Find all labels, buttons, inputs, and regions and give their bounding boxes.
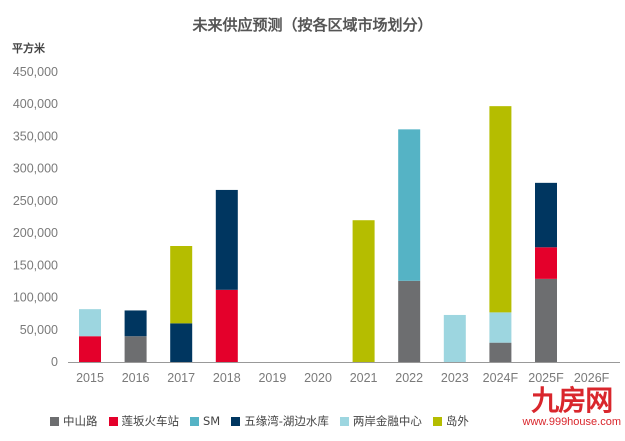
x-tick-label: 2020 [304,371,332,385]
legend-item: 五缘湾-湖边水库 [231,413,329,429]
x-tick-label: 2025F [528,371,564,385]
legend: 中山路 莲坂火车站 SM 五缘湾-湖边水库 两岸金融中心 岛外 [50,413,469,429]
y-tick-label: 0 [51,355,58,369]
x-tick-label: 2017 [167,371,195,385]
legend-label: 中山路 [63,414,98,428]
bar-segment [489,312,512,343]
bar-segment [535,247,557,279]
bar-segment [170,323,193,362]
y-tick-label: 300,000 [13,162,58,176]
legend-label: 五缘湾-湖边水库 [244,414,329,428]
y-tick-label: 150,000 [13,258,58,272]
x-tick-label: 2026F [574,371,610,385]
legend-swatch [432,416,442,426]
bar-segment [170,246,193,324]
bar-segment [352,220,375,362]
bar-segment [535,182,557,248]
bar-segment [79,336,101,362]
x-tick-label: 2023 [441,371,469,385]
watermark-logo: 九房网 www.999house.com [522,384,621,429]
legend-item: 岛外 [432,413,469,429]
watermark-url: www.999house.com [522,416,621,428]
legend-label: 两岸金融中心 [352,414,422,428]
x-tick-label: 2022 [395,371,423,385]
x-tick-label: 2016 [122,371,150,385]
bar-segment [124,336,147,362]
bar-segment [215,189,238,290]
y-tick-label: 450,000 [13,65,58,79]
y-tick-label: 200,000 [13,226,58,240]
bar-segment [215,289,238,362]
bar-segment [79,309,101,337]
legend-item: 中山路 [50,413,98,429]
legend-swatch [50,416,59,426]
y-tick-label: 100,000 [13,291,58,305]
y-axis-unit-label: 平方米 [12,42,45,55]
legend-swatch [231,416,241,426]
legend-swatch [339,416,349,426]
y-tick-label: 250,000 [13,194,58,208]
y-tick-label: 50,000 [20,323,58,337]
x-tick-label: 2024F [483,371,519,385]
legend-item: 莲坂火车站 [108,413,180,429]
x-tick-label: 2018 [213,371,241,385]
bar-segment [398,129,421,281]
y-tick-label: 350,000 [13,129,58,143]
bar-segment [124,310,147,337]
x-tick-label: 2019 [258,371,286,385]
bar-segment [443,314,466,362]
watermark-logo-text: 九房网 [531,384,613,417]
bar-segment [489,342,512,362]
y-tick-label: 400,000 [13,97,58,111]
chart-title: 未来供应预测（按各区域市场划分） [192,16,433,34]
legend-label: 岛外 [445,414,469,428]
legend-swatch [190,416,199,426]
bar-segment [398,280,421,362]
x-tick-label: 2015 [76,371,104,385]
legend-label: SM [203,414,221,428]
bar-segment [535,278,557,362]
legend-item: 两岸金融中心 [339,413,422,429]
legend-label: 莲坂火车站 [121,414,180,428]
legend-swatch [108,416,118,426]
x-tick-label: 2021 [350,371,378,385]
bar-segment [489,106,512,313]
legend-item: SM [190,413,220,429]
